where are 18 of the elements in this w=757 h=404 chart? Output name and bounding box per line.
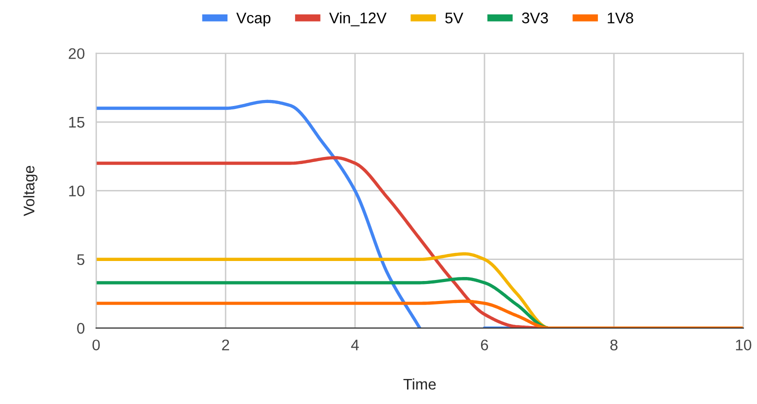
x-tick-label: 4 — [351, 340, 359, 350]
x-tick-label: 6 — [481, 340, 488, 350]
x-tick-label: 10 — [736, 340, 752, 350]
legend-label: Vin_12V — [329, 12, 387, 26]
y-tick-label: 10 — [69, 186, 84, 196]
legend-label: 5V — [445, 12, 464, 24]
x-tick-label: 8 — [610, 340, 618, 350]
legend-label: Vcap — [236, 12, 270, 26]
legend-label: 1V8 — [608, 12, 634, 24]
x-tick-label: 2 — [222, 340, 230, 350]
y-tick-label: 20 — [68, 48, 84, 60]
y-tick-label: 0 — [77, 322, 84, 334]
x-tick-label: 0 — [92, 340, 100, 350]
y-axis-title: Voltage — [23, 166, 38, 216]
y-tick-label: 5 — [77, 254, 84, 266]
x-axis-title: Time — [403, 378, 436, 390]
legend-label: 3V3 — [522, 12, 548, 24]
y-tick-label: 15 — [69, 117, 84, 128]
